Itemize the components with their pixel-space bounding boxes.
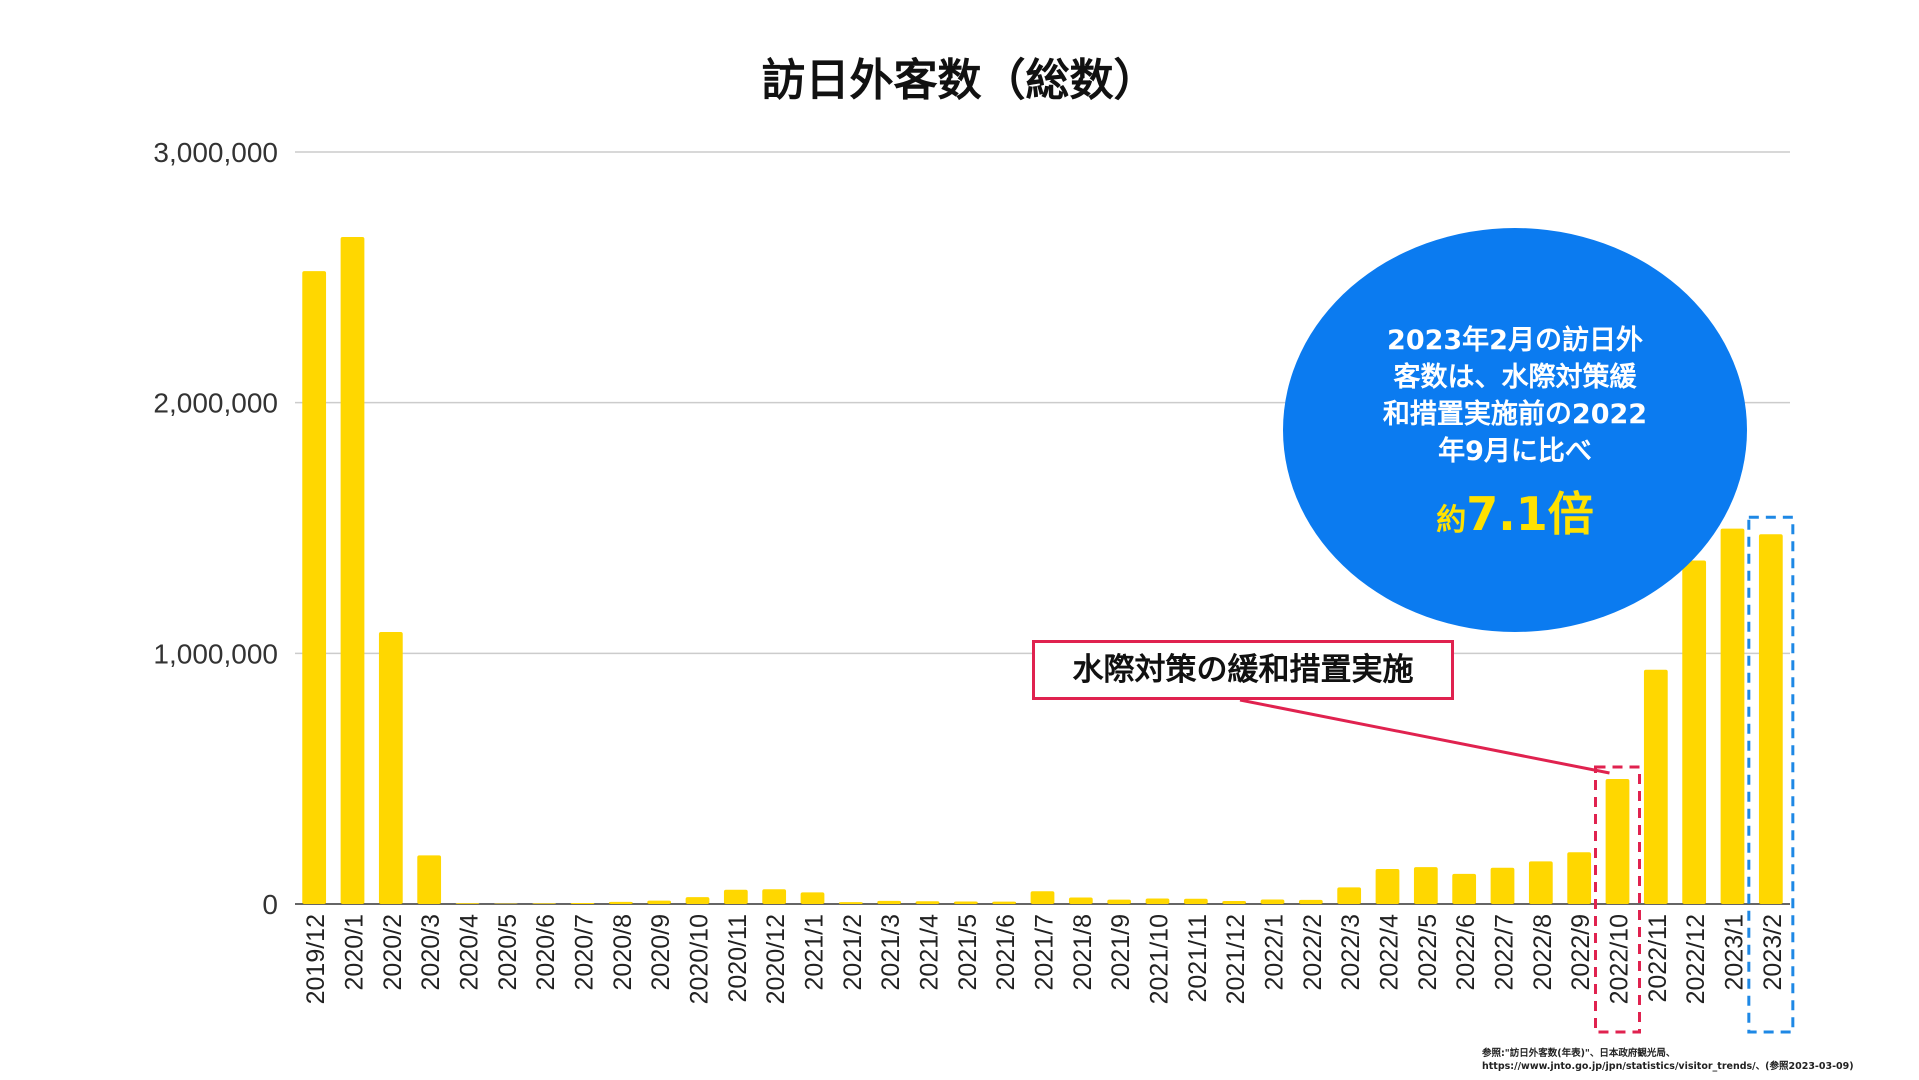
x-tick-label: 2021/5 <box>954 914 982 990</box>
chart-title: 訪日外客数（総数） <box>761 55 1158 106</box>
x-tick-label: 2020/6 <box>532 914 560 990</box>
x-tick-label: 2022/4 <box>1376 914 1404 991</box>
bar <box>1643 669 1668 904</box>
x-tick-label: 2022/8 <box>1529 914 1557 990</box>
x-tick-label: 2021/3 <box>877 914 905 990</box>
bar <box>647 900 672 904</box>
bar <box>685 897 710 904</box>
bar <box>1337 887 1362 904</box>
bubble-text-line: 客数は、水際対策緩 <box>1393 362 1637 393</box>
bar <box>1720 528 1745 904</box>
callout-label: 水際対策の緩和措置実施 <box>1032 640 1454 700</box>
x-tick-label: 2021/8 <box>1069 914 1097 990</box>
bar <box>1452 873 1477 904</box>
x-tick-label: 2022/11 <box>1644 914 1672 1003</box>
bar <box>1030 891 1055 904</box>
bar <box>1107 899 1132 904</box>
bar <box>1298 899 1323 904</box>
bar <box>1490 867 1515 904</box>
bar <box>992 901 1017 904</box>
bar <box>1758 534 1783 904</box>
x-tick-label: 2020/3 <box>417 914 445 990</box>
highlight-box-2023-2 <box>1747 515 1795 1034</box>
x-tick-label: 2020/1 <box>341 914 369 990</box>
source-note: 参照:"訪日外客数(年表)"、日本政府観光局、 https://www.jnto… <box>1482 1047 1882 1073</box>
bar <box>417 855 442 904</box>
x-tick-label: 2022/10 <box>1606 914 1634 1004</box>
x-tick-label: 2021/12 <box>1222 914 1250 1004</box>
y-tick-label: 0 <box>262 889 278 920</box>
bar <box>1567 852 1592 904</box>
bubble-emphasis: 約7.1倍 <box>1283 478 1747 544</box>
x-tick-label: 2021/6 <box>992 914 1020 990</box>
bar <box>953 901 978 904</box>
x-tick-label: 2022/2 <box>1299 914 1327 990</box>
bar <box>1528 861 1553 904</box>
x-tick-label: 2020/2 <box>379 914 407 990</box>
x-tick-label: 2021/7 <box>1031 914 1059 990</box>
x-tick-label: 2020/7 <box>571 914 599 990</box>
bubble-text-line: 和措置実施前の2022 <box>1382 399 1648 430</box>
bar <box>1222 900 1247 904</box>
x-tick-label: 2021/10 <box>1146 914 1174 1004</box>
bubble-emphasis-prefix: 約 <box>1436 503 1467 538</box>
y-tick-label: 2,000,000 <box>153 388 278 419</box>
x-tick-label: 2020/10 <box>686 914 714 1004</box>
x-tick-label: 2022/9 <box>1567 914 1595 990</box>
bar <box>1605 779 1630 904</box>
x-tick-label: 2023/1 <box>1721 914 1749 990</box>
x-tick-label: 2020/5 <box>494 914 522 990</box>
x-tick-label: 2022/3 <box>1337 914 1365 990</box>
bar <box>1145 898 1170 904</box>
x-tick-label: 2020/9 <box>647 914 675 990</box>
bar <box>723 889 748 904</box>
x-tick-label: 2022/6 <box>1452 914 1480 990</box>
x-tick-label: 2021/2 <box>839 914 867 990</box>
summary-bubble <box>1283 228 1747 632</box>
bar <box>1183 898 1208 904</box>
bar <box>608 901 633 904</box>
bar <box>532 903 557 904</box>
bubble-text: 2023年2月の訪日外 客数は、水際対策緩 和措置実施前の2022 年9月に比べ <box>1283 322 1747 470</box>
bar <box>762 889 787 904</box>
bar <box>1413 867 1438 904</box>
x-tick-label: 2019/12 <box>302 914 330 1004</box>
bar <box>915 901 940 904</box>
bar <box>1068 897 1093 904</box>
x-tick-label: 2022/12 <box>1682 914 1710 1004</box>
highlight-box-2022-10 <box>1594 765 1641 1034</box>
x-tick-label: 2021/4 <box>916 914 944 991</box>
bubble-text-line: 年9月に比べ <box>1438 436 1592 467</box>
bar <box>302 271 327 905</box>
x-tick-label: 2021/11 <box>1184 914 1212 1003</box>
bar <box>1375 869 1400 904</box>
x-tick-label: 2020/11 <box>724 914 752 1003</box>
source-line-2: https://www.jnto.go.jp/jpn/statistics/vi… <box>1482 1061 1854 1072</box>
bubble-text-line: 2023年2月の訪日外 <box>1387 325 1643 356</box>
bar <box>378 632 403 904</box>
y-tick-label: 3,000,000 <box>153 137 278 168</box>
x-tick-label: 2022/5 <box>1414 914 1442 990</box>
y-tick-label: 1,000,000 <box>153 638 278 669</box>
bar <box>570 903 595 904</box>
x-tick-label: 2022/1 <box>1261 914 1289 990</box>
callout-pointer-line <box>1239 698 1610 775</box>
x-tick-label: 2021/9 <box>1107 914 1135 990</box>
bar <box>838 902 863 904</box>
x-tick-label: 2023/2 <box>1759 914 1787 990</box>
x-tick-label: 2020/4 <box>456 914 484 991</box>
bar <box>455 903 480 904</box>
bubble-emphasis-value: 7.1倍 <box>1466 487 1594 541</box>
bar <box>877 900 902 904</box>
x-tick-label: 2020/12 <box>762 914 790 1004</box>
x-tick-label: 2020/8 <box>609 914 637 990</box>
bar <box>1682 560 1707 904</box>
bar <box>800 892 825 904</box>
source-line-1: 参照:"訪日外客数(年表)"、日本政府観光局、 <box>1482 1048 1676 1059</box>
bar <box>1260 899 1285 904</box>
x-tick-label: 2021/1 <box>801 914 829 990</box>
x-tick-label: 2022/7 <box>1491 914 1519 990</box>
bar <box>340 236 365 904</box>
